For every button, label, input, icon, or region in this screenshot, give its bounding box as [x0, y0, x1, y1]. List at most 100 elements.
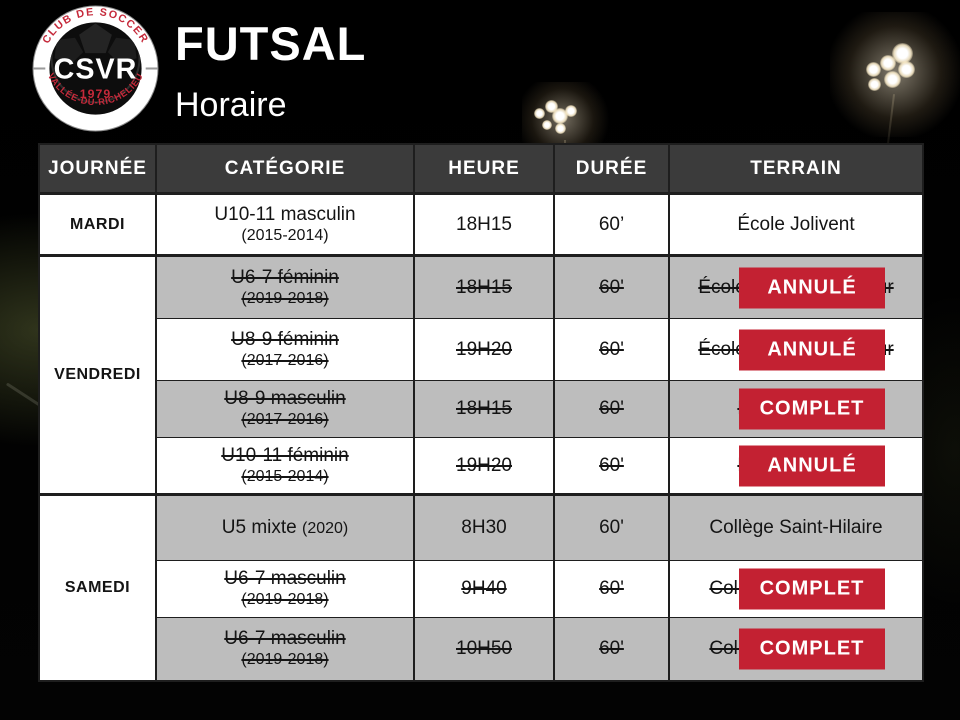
time-cell: 18H15 — [413, 380, 555, 438]
schedule-row: VENDREDI U6-7 féminin (2019-2018) 18H15 60' É… — [38, 254, 924, 495]
duration-cell: 60' — [553, 617, 670, 681]
duration-cell-text: 60’ — [598, 213, 625, 235]
field-cell: Collège Saint-Hilaire — [668, 493, 924, 561]
status-badge: ANNULÉ — [739, 329, 885, 370]
status-badge: COMPLET — [739, 628, 885, 670]
schedule-row: SAMEDI U5 mixte (2020) 8H30 60' Collège Sain… — [38, 493, 924, 681]
column-header-4: TERRAIN — [668, 143, 924, 195]
category-cell: U10-11 masculin (2015-2014) — [155, 192, 415, 256]
schedule-row: U8-9 féminin(2017-2016) 19H20 60' École Le … — [39, 318, 924, 381]
page-title: FUTSAL — [175, 17, 367, 70]
category-years: (2019-2018) — [241, 650, 329, 668]
category-cell: U10-11 féminin (2015-2014) — [155, 437, 415, 495]
schedule-row: MARDI U10-11 masculin (2015-2014) 18H15 60’ É… — [38, 192, 924, 256]
category-cell: U8-9 féminin (2017-2016) — [155, 318, 415, 381]
category-name: U8-9 féminin — [231, 328, 339, 350]
time-cell-text: 19H20 — [456, 454, 512, 476]
category-cell: U5 mixte (2020) — [155, 493, 415, 561]
category-name: U6-7 féminin — [231, 266, 339, 288]
status-badge: ANNULÉ — [739, 445, 885, 486]
category-years: (2019-2018) — [241, 289, 329, 307]
column-header-1: CATÉGORIE — [155, 143, 415, 195]
time-cell: 18H15 — [413, 192, 555, 256]
time-cell: 10H50 — [413, 617, 555, 681]
category-cell: U8-9 masculin (2017-2016) — [155, 380, 415, 438]
column-header-0: JOURNÉE — [38, 143, 157, 195]
field-cell: École JoliventANNULÉ — [668, 437, 924, 495]
table-header-row: JOURNÉE CATÉGORIE HEURE DURÉE TERRAIN — [38, 143, 924, 195]
ball-pentagon — [79, 23, 112, 54]
duration-cell: 60' — [553, 254, 670, 319]
category-cell: U6-7 masculin (2019-2018) — [155, 617, 415, 681]
duration-cell-text: 60' — [599, 517, 624, 538]
category-text: U6-7 féminin (2019-2018) — [157, 267, 413, 308]
duration-cell-text: 60' — [599, 398, 624, 419]
time-cell: 18H15 — [413, 254, 555, 319]
category-text: U5 mixte (2020) — [157, 517, 413, 540]
category-name: U6-7 masculin — [224, 628, 346, 650]
duration-cell: 60' — [553, 318, 670, 381]
category-text: U8-9 féminin (2017-2016) — [157, 329, 413, 370]
time-cell: 8H30 — [413, 493, 555, 561]
page-subtitle: Horaire — [175, 86, 287, 124]
field-cell: École Jolivent — [668, 192, 924, 256]
schedule-table: JOURNÉE CATÉGORIE HEURE DURÉE TERRAIN MARDI U… — [38, 143, 924, 682]
status-badge: COMPLET — [739, 568, 885, 610]
time-cell-text: 19H20 — [456, 338, 512, 360]
category-years: (2020) — [302, 519, 349, 537]
ball-pentagon — [54, 37, 84, 65]
time-cell: 19H20 — [413, 318, 555, 381]
logo-year: 1979 — [80, 87, 111, 101]
field-cell: École Le Petit-BonheurANNULÉ — [668, 318, 924, 381]
schedule-row: U10-11 féminin(2015-2014) 19H20 60' École J… — [39, 437, 924, 495]
category-name: U6-7 masculin — [224, 568, 346, 590]
schedule-row: U6-7 masculin(2019-2018) 10H50 60' Collège … — [39, 617, 924, 681]
time-cell-text: 18H15 — [456, 213, 512, 235]
duration-cell: 60’ — [553, 192, 670, 256]
category-name: U8-9 masculin — [224, 388, 346, 410]
field-cell: Collège Saint-HilaireCOMPLET — [668, 560, 924, 618]
category-years: (2015-2014) — [241, 226, 329, 244]
column-header-3: DURÉE — [553, 143, 670, 195]
day-cell: MARDI — [38, 192, 157, 256]
schedule-row: U6-7 masculin(2019-2018) 9H40 60' Collège S… — [39, 560, 924, 618]
time-cell-text: 18H15 — [456, 276, 512, 298]
category-years: (2019-2018) — [241, 591, 329, 609]
duration-cell: 60' — [553, 437, 670, 495]
duration-cell-text: 60' — [599, 454, 624, 476]
day-cell: SAMEDI — [38, 493, 157, 681]
category-text: U6-7 masculin (2019-2018) — [157, 628, 413, 669]
category-text: U10-11 masculin (2015-2014) — [157, 204, 413, 245]
category-cell: U6-7 féminin (2019-2018) — [155, 254, 415, 319]
day-cell: VENDREDI — [38, 254, 157, 495]
category-cell: U6-7 masculin (2019-2018) — [155, 560, 415, 618]
time-cell-text: 8H30 — [461, 517, 507, 538]
time-cell: 9H40 — [413, 560, 555, 618]
category-text: U8-9 masculin (2017-2016) — [157, 388, 413, 429]
time-cell: 19H20 — [413, 437, 555, 495]
duration-cell: 60' — [553, 380, 670, 438]
duration-cell: 60' — [553, 560, 670, 618]
status-badge: ANNULÉ — [739, 267, 885, 308]
ball-pentagon — [107, 37, 137, 65]
category-text: U6-7 masculin (2019-2018) — [157, 568, 413, 609]
time-cell-text: 18H15 — [456, 398, 512, 419]
schedule-row: U8-9 masculin(2017-2016) 18H15 60' École Jo… — [39, 380, 924, 438]
category-name: U10-11 féminin — [221, 444, 349, 466]
time-cell-text: 10H50 — [456, 637, 512, 659]
duration-cell-text: 60' — [599, 578, 624, 599]
logo-acronym: CSVR — [54, 54, 138, 86]
ball-seam — [50, 22, 141, 104]
duration-cell: 60' — [553, 493, 670, 561]
club-logo: CLUB DE SOCCER VALLÉE-DU-RICHELIEU CSVR … — [32, 5, 159, 132]
field-cell: Collège Saint-HilaireCOMPLET — [668, 617, 924, 681]
category-name: U5 mixte — [221, 516, 302, 538]
category-years: (2017-2016) — [241, 411, 329, 429]
category-years: (2015-2014) — [241, 467, 329, 485]
duration-cell-text: 60' — [599, 338, 624, 360]
field-cell-text: Collège Saint-Hilaire — [709, 517, 883, 538]
field-cell: École Le Petit-BonheurANNULÉ — [668, 254, 924, 319]
field-cell-text: École Jolivent — [737, 213, 855, 235]
category-name: U10-11 masculin — [214, 203, 356, 225]
